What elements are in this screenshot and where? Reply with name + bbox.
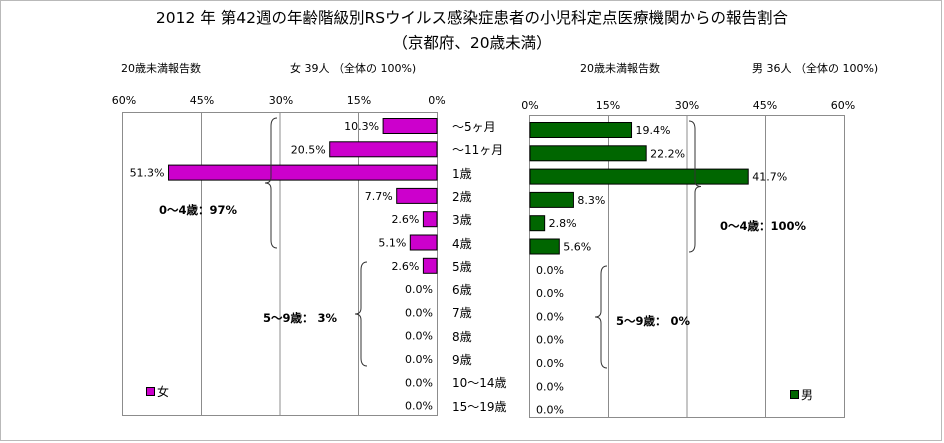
left-group-note-5-9: 5～9歳： 3% — [263, 311, 338, 325]
male-bar-value-label: 8.3% — [577, 194, 605, 207]
male-bar — [529, 191, 574, 208]
female-bar-value-label: 0.0% — [405, 330, 433, 343]
age-label: ～5ヶ月 — [452, 120, 496, 134]
female-bar — [396, 187, 438, 204]
female-bar-value-label: 51.3% — [130, 167, 165, 180]
left-group-note-0-4: 0～4歳：97% — [159, 203, 238, 217]
male-bar-value-label: 19.4% — [636, 124, 671, 137]
male-bar-value-label: 0.0% — [536, 287, 564, 300]
female-bar-value-label: 20.5% — [291, 143, 326, 156]
left-brace-5-9 — [354, 261, 368, 367]
age-label: 4歳 — [452, 236, 472, 251]
male-bar-value-label: 0.0% — [536, 310, 564, 323]
female-bar — [422, 257, 438, 274]
right-x-tick-30: 30% — [674, 99, 700, 112]
age-label: 1歳 — [452, 166, 472, 181]
right-header-male-total: 男 36人 （全体の 100%) — [752, 62, 879, 75]
right-brace-5-9 — [594, 265, 608, 369]
left-x-tick-30: 30% — [268, 94, 294, 107]
female-bar — [168, 164, 438, 181]
female-bar-value-label: 0.0% — [405, 400, 433, 413]
female-bar-value-label: 5.1% — [378, 237, 406, 250]
chart-subtitle: （京都府、20歳未満） — [392, 34, 552, 52]
female-bar — [382, 118, 438, 134]
male-bar — [529, 145, 647, 162]
age-label: 9歳 — [452, 353, 472, 367]
female-legend-swatch — [146, 387, 155, 396]
age-label: 2歳 — [452, 189, 472, 204]
female-bar-value-label: 2.6% — [391, 213, 419, 226]
right-group-note-5-9: 5～9歳： 0% — [616, 314, 691, 328]
female-bar-value-label: 2.6% — [391, 260, 419, 273]
female-bar — [422, 211, 438, 228]
right-group-note-0-4: 0～4歳：100% — [720, 219, 807, 233]
left-x-tick-60: 60% — [111, 94, 137, 107]
age-label: 8歳 — [452, 329, 472, 344]
left-legend: 女 — [146, 383, 169, 400]
female-bar-value-label: 0.0% — [405, 283, 433, 296]
chart-title: 2012 年 第42週の年齢階級別RSウイルス感染症患者の小児科定点医療機関から… — [155, 9, 789, 27]
age-label: 3歳 — [452, 213, 472, 228]
female-bar — [409, 234, 438, 251]
age-label: ～11ヶ月 — [452, 143, 504, 158]
left-header-count-label: 20歳未満報告数 — [121, 62, 201, 75]
right-legend: 男 — [790, 386, 813, 403]
male-bar-value-label: 0.0% — [536, 334, 564, 347]
female-bar-value-label: 0.0% — [405, 376, 433, 389]
male-bar-value-label: 22.2% — [650, 147, 685, 160]
female-bar-value-label: 7.7% — [365, 190, 393, 203]
right-header-count-label: 20歳未満報告数 — [580, 62, 660, 75]
female-bar-value-label: 0.0% — [405, 306, 433, 319]
left-header-female-total: 女 39人 （全体の 100%) — [290, 62, 417, 75]
right-x-tick-60: 60% — [830, 99, 856, 112]
female-bar — [329, 141, 438, 158]
right-x-tick-45: 45% — [752, 99, 778, 112]
male-bar — [529, 122, 633, 138]
male-bar-value-label: 5.6% — [563, 241, 591, 254]
left-brace-0-4 — [264, 117, 278, 249]
right-x-tick-15: 15% — [595, 99, 621, 112]
male-bar-value-label: 0.0% — [536, 357, 564, 370]
male-bar — [529, 238, 560, 255]
right-x-tick-0: 0% — [521, 99, 539, 112]
right-brace-0-4 — [688, 120, 702, 253]
left-x-tick-45: 45% — [189, 94, 215, 107]
age-label: 5歳 — [452, 259, 472, 274]
age-label: 10～14歳 — [452, 376, 507, 391]
age-label: 6歳 — [452, 283, 472, 298]
male-bar-value-label: 41.7% — [752, 171, 787, 184]
male-bar — [529, 215, 546, 232]
left-x-tick-15: 15% — [346, 94, 372, 107]
male-bar-value-label: 0.0% — [536, 380, 564, 393]
female-bar-value-label: 10.3% — [344, 120, 379, 133]
male-legend-label: 男 — [801, 388, 814, 402]
male-bar — [529, 168, 749, 185]
male-bar-value-label: 0.0% — [536, 404, 564, 417]
female-bar-value-label: 0.0% — [405, 353, 433, 366]
male-bar-value-label: 0.0% — [536, 264, 564, 277]
age-label: 7歳 — [452, 306, 472, 321]
female-legend-label: 女 — [157, 385, 170, 399]
age-label: 15～19歳 — [452, 399, 507, 414]
male-legend-swatch — [790, 390, 799, 399]
male-bar-value-label: 2.8% — [549, 217, 577, 230]
left-x-tick-0: 0% — [428, 94, 446, 107]
